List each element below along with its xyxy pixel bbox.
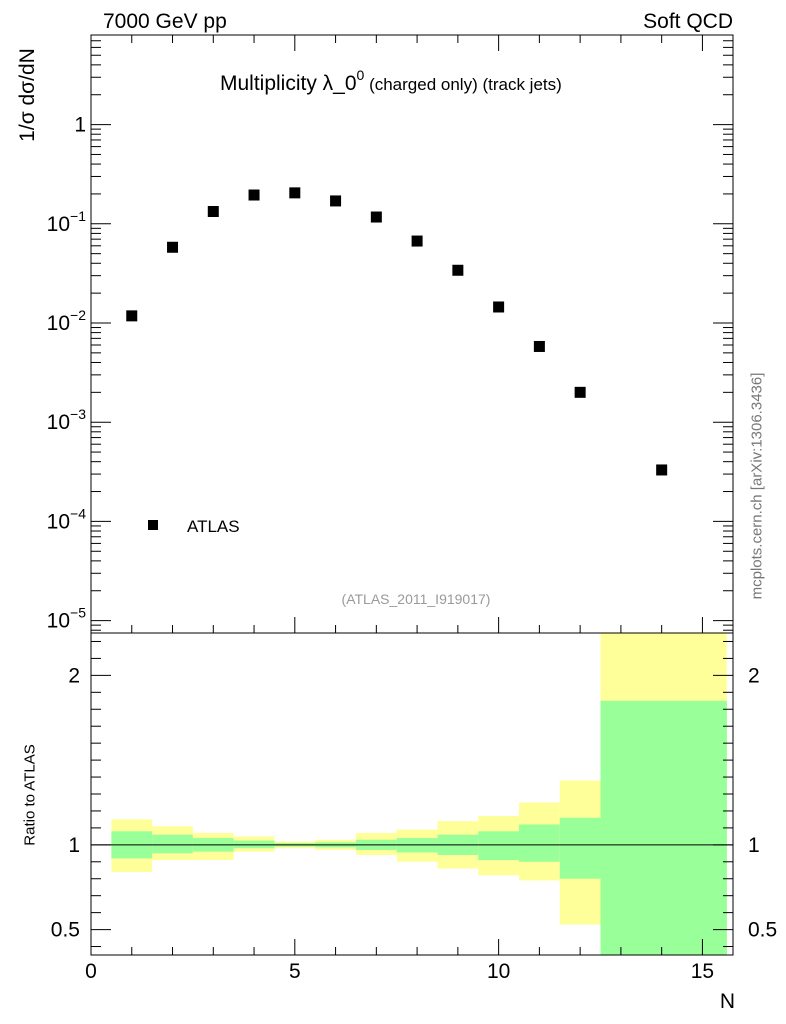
y-tick-exponent: −5 <box>70 605 86 621</box>
legend-marker <box>148 520 158 530</box>
ratio-y-tick-label-left: 0.5 <box>51 919 80 942</box>
uncertainty-band-inner <box>152 834 193 854</box>
plot-title: Multiplicity λ_00 (charged only) (track … <box>220 67 562 95</box>
title-suffix: (charged only) (track jets) <box>364 75 561 94</box>
data-point <box>452 264 464 276</box>
y-axis-title-main: 1/σ dσ/dN <box>16 48 39 142</box>
ratio-y-tick-label-left: 2 <box>68 664 80 687</box>
x-axis-title: N <box>720 990 735 1013</box>
uncertainty-band-inner <box>519 824 560 862</box>
side-watermark-label: mcplots.cern.ch [arXiv:1306.3436] <box>748 372 766 600</box>
main-panel-frame <box>90 34 734 634</box>
data-point <box>248 189 260 201</box>
y-tick-base: 10 <box>47 213 70 236</box>
data-point <box>289 187 301 199</box>
y-tick-label: 10−2 <box>47 307 87 335</box>
data-point <box>411 235 423 247</box>
y-tick-exponent: −2 <box>70 307 86 323</box>
x-tick-label: 10 <box>487 960 510 983</box>
y-tick-label: 1 <box>74 114 86 137</box>
header-category-label: Soft QCD <box>643 10 733 33</box>
analysis-reference-label: (ATLAS_2011_I919017) <box>342 591 491 607</box>
ratio-bands <box>111 633 727 955</box>
x-tick-label: 15 <box>691 960 714 983</box>
data-point <box>493 301 505 313</box>
ratio-ticks: 0 5 10 15 0.5 0.5 1 1 2 2 <box>51 640 777 983</box>
y-tick-base: 10 <box>47 610 70 633</box>
title-main: Multiplicity λ_0 <box>220 72 357 95</box>
uncertainty-band-inner <box>600 700 727 955</box>
data-points <box>126 187 668 476</box>
y-tick-exponent: −4 <box>70 505 86 521</box>
y-axis-title-ratio: Ratio to ATLAS <box>21 744 39 846</box>
x-tick-label: 5 <box>289 960 301 983</box>
data-point <box>370 211 382 223</box>
y-tick-label: 10−4 <box>47 505 87 533</box>
data-point <box>126 310 138 322</box>
data-point <box>533 340 545 352</box>
legend-label: ATLAS <box>187 517 240 536</box>
data-point <box>574 386 586 398</box>
data-point <box>656 464 668 476</box>
uncertainty-band-inner <box>559 817 601 879</box>
title-superscript: 0 <box>357 67 365 83</box>
y-tick-base: 10 <box>47 510 70 533</box>
ratio-y-tick-label-right: 2 <box>748 664 760 687</box>
y-tick-exponent: −1 <box>70 208 86 224</box>
uncertainty-band-inner <box>478 831 519 861</box>
data-point <box>207 206 219 218</box>
header-energy-label: 7000 GeV pp <box>103 10 227 33</box>
y-tick-label: 10−5 <box>47 605 87 633</box>
ratio-y-tick-label-right: 1 <box>748 834 760 857</box>
x-tick-label: 0 <box>85 960 97 983</box>
ratio-y-tick-label-left: 1 <box>68 834 80 857</box>
y-tick-label: 10−1 <box>47 208 87 236</box>
y-tick-base: 10 <box>47 312 70 335</box>
y-tick-exponent: −3 <box>70 406 86 422</box>
main-ticks: 110−110−210−310−410−5 <box>47 34 733 633</box>
data-point <box>167 241 179 253</box>
y-tick-label: 10−3 <box>47 406 87 434</box>
y-tick-base: 10 <box>47 411 70 434</box>
data-point <box>330 195 342 207</box>
ratio-y-tick-label-right: 0.5 <box>748 919 777 942</box>
